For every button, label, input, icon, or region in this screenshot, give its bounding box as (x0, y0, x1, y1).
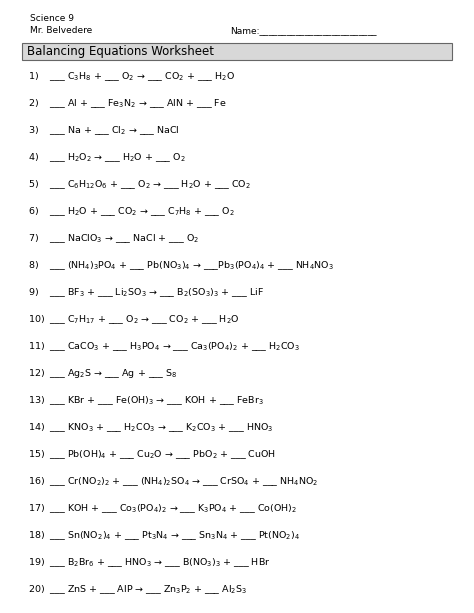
Text: 7)    ___ NaClO$_3$ → ___ NaCl + ___ O$_2$: 7) ___ NaClO$_3$ → ___ NaCl + ___ O$_2$ (28, 232, 199, 245)
Text: 2)    ___ Al + ___ Fe$_3$N$_2$ → ___ AlN + ___ Fe: 2) ___ Al + ___ Fe$_3$N$_2$ → ___ AlN + … (28, 97, 227, 110)
Text: 3)    ___ Na + ___ Cl$_2$ → ___ NaCl: 3) ___ Na + ___ Cl$_2$ → ___ NaCl (28, 124, 180, 137)
Text: 13)  ___ KBr + ___ Fe(OH)$_3$ → ___ KOH + ___ FeBr$_3$: 13) ___ KBr + ___ Fe(OH)$_3$ → ___ KOH +… (28, 394, 264, 407)
Text: Science 9: Science 9 (30, 14, 74, 23)
Text: 18)  ___ Sn(NO$_2$)$_4$ + ___ Pt$_3$N$_4$ → ___ Sn$_3$N$_4$ + ___ Pt(NO$_2$)$_4$: 18) ___ Sn(NO$_2$)$_4$ + ___ Pt$_3$N$_4$… (28, 529, 300, 542)
Text: 15)  ___ Pb(OH)$_4$ + ___ Cu$_2$O → ___ PbO$_2$ + ___ CuOH: 15) ___ Pb(OH)$_4$ + ___ Cu$_2$O → ___ P… (28, 448, 276, 461)
Text: 4)    ___ H$_2$O$_2$ → ___ H$_2$O + ___ O$_2$: 4) ___ H$_2$O$_2$ → ___ H$_2$O + ___ O$_… (28, 151, 186, 164)
Text: 17)  ___ KOH + ___ Co$_3$(PO$_4$)$_2$ → ___ K$_3$PO$_4$ + ___ Co(OH)$_2$: 17) ___ KOH + ___ Co$_3$(PO$_4$)$_2$ → _… (28, 502, 297, 515)
Text: 20)  ___ ZnS + ___ AlP → ___ Zn$_3$P$_2$ + ___ Al$_2$S$_3$: 20) ___ ZnS + ___ AlP → ___ Zn$_3$P$_2$ … (28, 583, 247, 596)
Text: 5)    ___ C$_6$H$_{12}$O$_6$ + ___ O$_2$ → ___ H$_2$O + ___ CO$_2$: 5) ___ C$_6$H$_{12}$O$_6$ + ___ O$_2$ → … (28, 178, 251, 191)
Text: 10)  ___ C$_7$H$_{17}$ + ___ O$_2$ → ___ CO$_2$ + ___ H$_2$O: 10) ___ C$_7$H$_{17}$ + ___ O$_2$ → ___ … (28, 313, 239, 326)
Text: 19)  ___ B$_2$Br$_6$ + ___ HNO$_3$ → ___ B(NO$_3$)$_3$ + ___ HBr: 19) ___ B$_2$Br$_6$ + ___ HNO$_3$ → ___ … (28, 556, 271, 569)
Text: 8)    ___ (NH$_4$)$_3$PO$_4$ + ___ Pb(NO$_3$)$_4$ → ___Pb$_3$(PO$_4$)$_4$ + ___ : 8) ___ (NH$_4$)$_3$PO$_4$ + ___ Pb(NO$_3… (28, 259, 334, 272)
Text: 12)  ___ Ag$_2$S → ___ Ag + ___ S$_8$: 12) ___ Ag$_2$S → ___ Ag + ___ S$_8$ (28, 367, 177, 380)
Text: Mr. Belvedere: Mr. Belvedere (30, 26, 92, 35)
Text: 16)  ___ Cr(NO$_2$)$_2$ + ___ (NH$_4$)$_2$SO$_4$ → ___ CrSO$_4$ + ___ NH$_4$NO$_: 16) ___ Cr(NO$_2$)$_2$ + ___ (NH$_4$)$_2… (28, 475, 319, 488)
Text: Name:__________________________: Name:__________________________ (230, 26, 376, 35)
Text: 14)  ___ KNO$_3$ + ___ H$_2$CO$_3$ → ___ K$_2$CO$_3$ + ___ HNO$_3$: 14) ___ KNO$_3$ + ___ H$_2$CO$_3$ → ___ … (28, 421, 273, 434)
Text: 9)    ___ BF$_3$ + ___ Li$_2$SO$_3$ → ___ B$_2$(SO$_3$)$_3$ + ___ LiF: 9) ___ BF$_3$ + ___ Li$_2$SO$_3$ → ___ B… (28, 286, 264, 299)
FancyBboxPatch shape (22, 43, 452, 60)
Text: 11)  ___ CaCO$_3$ + ___ H$_3$PO$_4$ → ___ Ca$_3$(PO$_4$)$_2$ + ___ H$_2$CO$_3$: 11) ___ CaCO$_3$ + ___ H$_3$PO$_4$ → ___… (28, 340, 300, 352)
Text: 6)    ___ H$_2$O + ___ CO$_2$ → ___ C$_7$H$_8$ + ___ O$_2$: 6) ___ H$_2$O + ___ CO$_2$ → ___ C$_7$H$… (28, 205, 235, 218)
Text: 1)    ___ C$_3$H$_8$ + ___ O$_2$ → ___ CO$_2$ + ___ H$_2$O: 1) ___ C$_3$H$_8$ + ___ O$_2$ → ___ CO$_… (28, 70, 235, 83)
Text: Balancing Equations Worksheet: Balancing Equations Worksheet (27, 45, 214, 58)
